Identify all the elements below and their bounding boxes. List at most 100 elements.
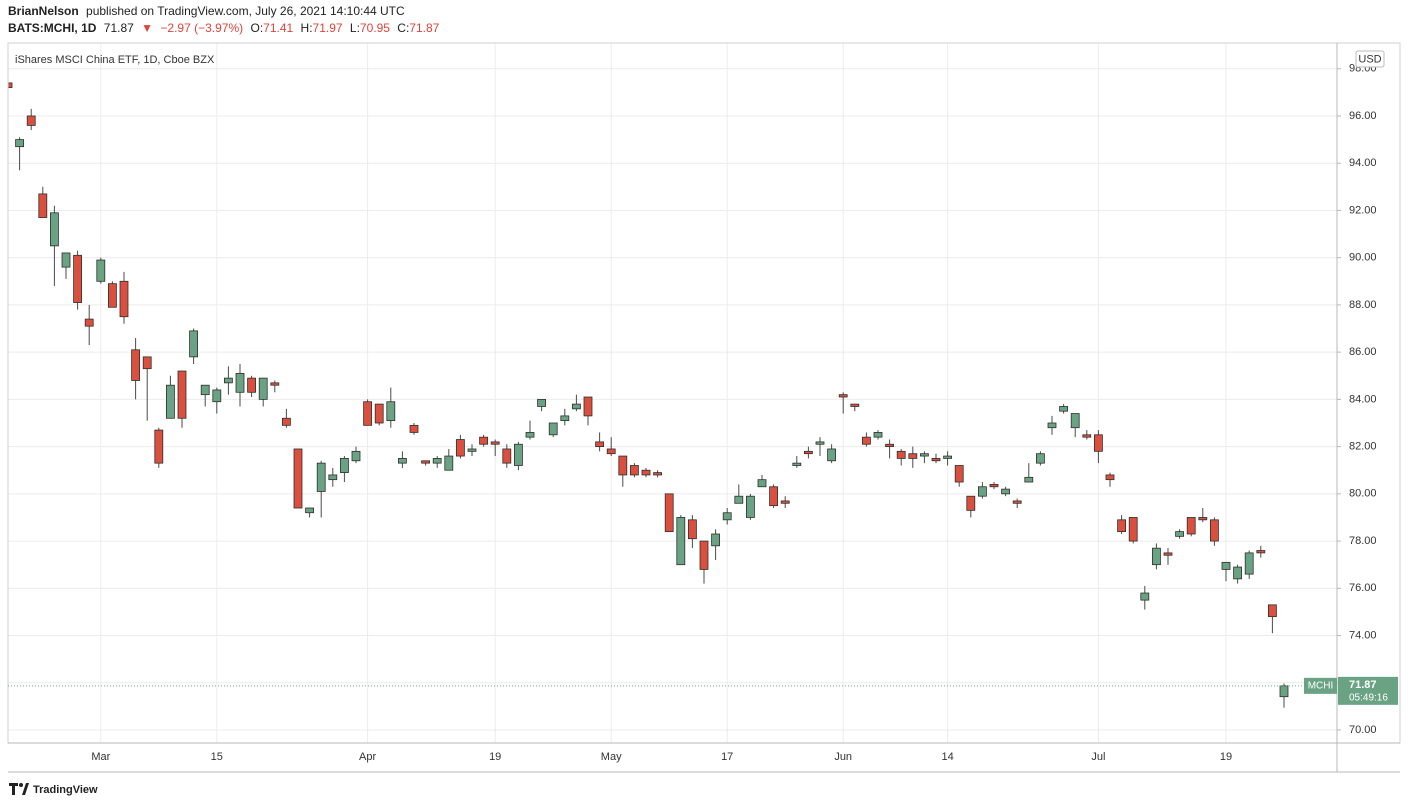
candle-body <box>1128 517 1138 542</box>
candle-body <box>108 283 117 308</box>
currency: USD <box>1358 53 1381 65</box>
candle-body <box>1244 552 1254 575</box>
candle-body <box>328 474 338 481</box>
field-label: O: <box>250 21 263 35</box>
candle-body <box>38 193 48 218</box>
field-value: 71.87 <box>409 21 439 35</box>
candle-body <box>363 401 373 426</box>
candle-body <box>223 377 233 384</box>
candle-body <box>1024 476 1034 483</box>
candle-body <box>1279 685 1289 698</box>
candle-body <box>572 403 581 410</box>
candle-body <box>1198 517 1208 521</box>
candle-body <box>479 436 489 445</box>
candle-body <box>722 512 732 521</box>
candle-body <box>1175 531 1184 537</box>
x-tick-label: Jul <box>1091 751 1105 763</box>
last: 71.87 <box>104 21 134 35</box>
candle-body <box>502 448 512 464</box>
candle-body <box>514 443 523 466</box>
grid: 70.0072.0074.0076.0078.0080.0082.0084.00… <box>8 43 1377 763</box>
candle-body <box>1186 517 1196 535</box>
candle-body <box>850 403 860 407</box>
candle-body <box>1140 592 1150 601</box>
y-tick-label: 76.00 <box>1349 582 1377 594</box>
brand: TradingView <box>33 784 98 796</box>
candle-body <box>339 458 349 473</box>
candle-body <box>131 349 141 381</box>
x-tick-label: Mar <box>91 751 110 763</box>
candle-body <box>537 398 546 407</box>
candle-body <box>815 441 825 445</box>
y-tick-label: 92.00 <box>1349 204 1377 216</box>
candle-body <box>61 252 71 268</box>
candle-body <box>943 455 952 459</box>
logo-icon <box>19 783 23 787</box>
candle-body <box>409 424 419 433</box>
candle-body <box>119 280 129 318</box>
y-tick-label: 94.00 <box>1349 157 1377 169</box>
brand-logo: TradingView <box>9 783 98 796</box>
candle-body <box>583 396 593 417</box>
candle-body <box>896 450 906 459</box>
field-label: C: <box>397 21 409 35</box>
candle-body <box>8 82 13 89</box>
author: BrianNelson <box>8 4 79 18</box>
quote-line: BATS:MCHI, 1D 71.87 ▼ −2.97 (−3.97%) O:7… <box>8 21 440 35</box>
x-tick-label: 19 <box>1220 751 1232 763</box>
candle-body <box>769 486 778 507</box>
candle-body <box>1210 519 1219 542</box>
candle-body <box>235 372 245 393</box>
candle-body <box>421 460 431 464</box>
x-tick-label: Jun <box>834 751 852 763</box>
y-tick-label: 78.00 <box>1349 535 1377 547</box>
candle-body <box>664 493 674 533</box>
candle-body <box>641 469 651 476</box>
candle-body <box>281 417 291 426</box>
symbol: BATS:MCHI, 1D <box>8 21 97 35</box>
candle-body <box>305 507 315 514</box>
candle-body <box>978 486 987 497</box>
candle-body <box>838 394 848 398</box>
candle-body <box>525 432 535 438</box>
candle-body <box>247 377 257 393</box>
price-badge <box>1338 676 1398 705</box>
y-tick-label: 82.00 <box>1349 441 1377 453</box>
candle-body <box>1221 561 1231 570</box>
candles <box>8 82 1289 708</box>
y-tick-label: 90.00 <box>1349 252 1377 264</box>
candle-body <box>258 377 268 400</box>
candle-body <box>154 429 164 464</box>
candle-body <box>1036 453 1045 464</box>
candle-body <box>26 115 36 126</box>
candle-body <box>374 403 384 424</box>
candle-body <box>200 384 210 396</box>
candle-body <box>780 500 790 504</box>
candle-body <box>548 422 558 436</box>
logo-icon <box>22 783 29 795</box>
change: −2.97 (−3.97%) <box>160 21 243 35</box>
y-tick-label: 84.00 <box>1349 393 1377 405</box>
candle-body <box>630 465 639 476</box>
x-tick-label: 15 <box>211 751 223 763</box>
symbol-badge <box>1304 677 1337 694</box>
candle-body <box>1152 547 1161 566</box>
candle-body <box>1094 434 1103 452</box>
candle-body <box>351 450 361 462</box>
candle-body <box>1012 500 1022 504</box>
candle-body <box>792 462 802 466</box>
candle-body <box>316 462 326 492</box>
candle-body <box>827 448 836 462</box>
candle-body <box>73 254 82 303</box>
candle-body <box>177 370 187 419</box>
y-tick-label: 70.00 <box>1349 724 1377 736</box>
y-tick-label: 86.00 <box>1349 346 1377 358</box>
candle-body <box>397 458 407 464</box>
candle-body <box>595 441 604 448</box>
countdown-label: 05:49:16 <box>1349 692 1388 703</box>
candle-body <box>862 436 871 445</box>
candle-body <box>1256 550 1266 554</box>
candle-body <box>653 472 662 476</box>
